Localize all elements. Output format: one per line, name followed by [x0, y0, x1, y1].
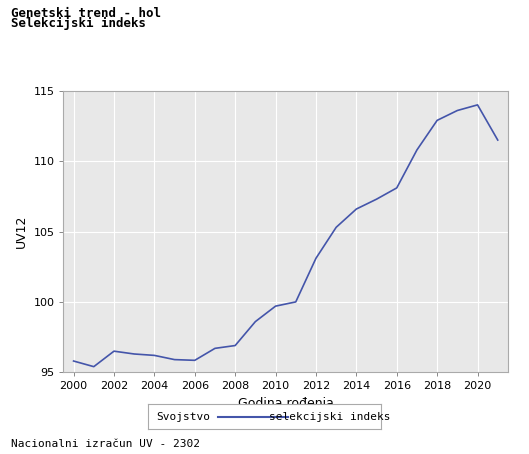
Text: selekcijski indeks: selekcijski indeks	[269, 411, 390, 422]
X-axis label: Godina rođenja: Godina rođenja	[238, 397, 334, 410]
Text: Genetski trend - hol: Genetski trend - hol	[11, 7, 161, 20]
Text: Svojstvo: Svojstvo	[156, 411, 210, 422]
Y-axis label: UV12: UV12	[15, 215, 28, 248]
Text: Nacionalni izračun UV - 2302: Nacionalni izračun UV - 2302	[11, 439, 199, 449]
Text: Selekcijski indeks: Selekcijski indeks	[11, 17, 145, 30]
